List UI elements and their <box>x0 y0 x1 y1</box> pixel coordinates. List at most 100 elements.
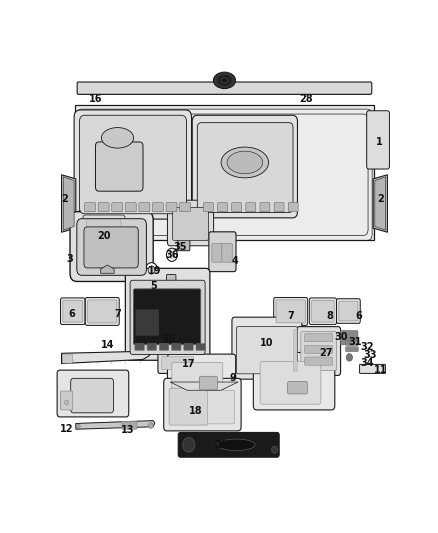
Ellipse shape <box>222 78 227 83</box>
Text: 11: 11 <box>374 365 387 375</box>
FancyBboxPatch shape <box>346 347 358 352</box>
FancyBboxPatch shape <box>125 268 210 360</box>
Text: 1: 1 <box>375 137 382 147</box>
FancyBboxPatch shape <box>78 209 130 251</box>
FancyBboxPatch shape <box>218 203 227 212</box>
Circle shape <box>169 251 175 259</box>
Circle shape <box>183 438 195 452</box>
Text: 36: 36 <box>165 250 179 260</box>
Ellipse shape <box>221 147 268 178</box>
Polygon shape <box>375 177 386 230</box>
Text: 29: 29 <box>214 440 228 450</box>
FancyBboxPatch shape <box>208 390 235 424</box>
FancyBboxPatch shape <box>360 365 385 374</box>
Circle shape <box>148 423 153 429</box>
Text: 17: 17 <box>182 359 196 368</box>
FancyBboxPatch shape <box>135 343 145 350</box>
Polygon shape <box>373 175 387 232</box>
FancyBboxPatch shape <box>166 203 177 212</box>
Text: 33: 33 <box>364 350 377 360</box>
FancyBboxPatch shape <box>162 357 194 370</box>
FancyBboxPatch shape <box>159 343 169 350</box>
Polygon shape <box>63 177 74 230</box>
FancyBboxPatch shape <box>178 238 190 251</box>
FancyBboxPatch shape <box>288 382 307 394</box>
Text: H: H <box>115 161 124 172</box>
FancyBboxPatch shape <box>260 203 270 212</box>
FancyBboxPatch shape <box>71 378 113 413</box>
Polygon shape <box>170 382 238 390</box>
FancyBboxPatch shape <box>340 330 358 337</box>
FancyBboxPatch shape <box>85 297 119 325</box>
FancyBboxPatch shape <box>276 300 305 323</box>
FancyBboxPatch shape <box>135 309 159 336</box>
Text: 10: 10 <box>260 338 274 348</box>
Polygon shape <box>76 421 155 429</box>
Ellipse shape <box>213 72 236 88</box>
Polygon shape <box>101 265 114 273</box>
FancyBboxPatch shape <box>196 343 205 350</box>
FancyBboxPatch shape <box>57 370 129 417</box>
FancyBboxPatch shape <box>237 327 297 374</box>
FancyBboxPatch shape <box>122 422 137 429</box>
Ellipse shape <box>218 75 231 85</box>
Text: 35: 35 <box>173 243 187 253</box>
Text: 7: 7 <box>287 311 294 321</box>
FancyBboxPatch shape <box>246 203 256 212</box>
FancyBboxPatch shape <box>167 354 236 400</box>
FancyBboxPatch shape <box>304 334 332 342</box>
FancyBboxPatch shape <box>84 227 138 268</box>
Text: 3: 3 <box>67 254 74 264</box>
FancyBboxPatch shape <box>203 203 213 212</box>
FancyBboxPatch shape <box>63 301 83 322</box>
FancyBboxPatch shape <box>169 388 208 425</box>
FancyBboxPatch shape <box>80 115 187 214</box>
Text: 32: 32 <box>360 342 374 352</box>
FancyBboxPatch shape <box>88 300 117 323</box>
Text: 8: 8 <box>326 311 333 321</box>
FancyBboxPatch shape <box>172 362 223 395</box>
Polygon shape <box>128 276 172 282</box>
Text: 28: 28 <box>299 94 313 104</box>
FancyBboxPatch shape <box>253 352 335 410</box>
FancyBboxPatch shape <box>336 298 360 324</box>
FancyBboxPatch shape <box>83 215 125 247</box>
FancyBboxPatch shape <box>301 332 336 370</box>
FancyBboxPatch shape <box>232 203 242 212</box>
Circle shape <box>346 354 353 361</box>
Text: 13: 13 <box>121 425 134 435</box>
Text: 9: 9 <box>230 373 237 383</box>
FancyBboxPatch shape <box>294 329 297 372</box>
Text: 18: 18 <box>189 406 202 416</box>
Circle shape <box>272 446 278 454</box>
FancyBboxPatch shape <box>222 243 232 262</box>
Text: 7: 7 <box>114 309 121 319</box>
FancyBboxPatch shape <box>304 357 332 365</box>
FancyBboxPatch shape <box>158 352 198 374</box>
Text: 30: 30 <box>335 332 348 342</box>
FancyBboxPatch shape <box>346 341 358 345</box>
FancyBboxPatch shape <box>134 289 201 345</box>
Ellipse shape <box>218 439 255 450</box>
FancyBboxPatch shape <box>166 274 176 286</box>
FancyBboxPatch shape <box>139 203 150 212</box>
Text: 20: 20 <box>97 231 111 241</box>
Circle shape <box>148 266 155 274</box>
FancyBboxPatch shape <box>339 301 358 321</box>
FancyBboxPatch shape <box>86 220 121 243</box>
FancyBboxPatch shape <box>197 123 293 213</box>
FancyBboxPatch shape <box>95 142 143 191</box>
FancyBboxPatch shape <box>212 243 223 262</box>
FancyBboxPatch shape <box>77 219 146 276</box>
FancyBboxPatch shape <box>112 203 123 212</box>
FancyBboxPatch shape <box>367 111 389 169</box>
FancyBboxPatch shape <box>60 298 85 325</box>
FancyBboxPatch shape <box>147 343 156 350</box>
FancyBboxPatch shape <box>184 343 193 350</box>
FancyBboxPatch shape <box>70 212 153 281</box>
FancyBboxPatch shape <box>60 391 73 410</box>
FancyBboxPatch shape <box>125 203 136 212</box>
FancyBboxPatch shape <box>312 301 334 322</box>
FancyBboxPatch shape <box>173 207 208 240</box>
FancyBboxPatch shape <box>304 345 332 353</box>
